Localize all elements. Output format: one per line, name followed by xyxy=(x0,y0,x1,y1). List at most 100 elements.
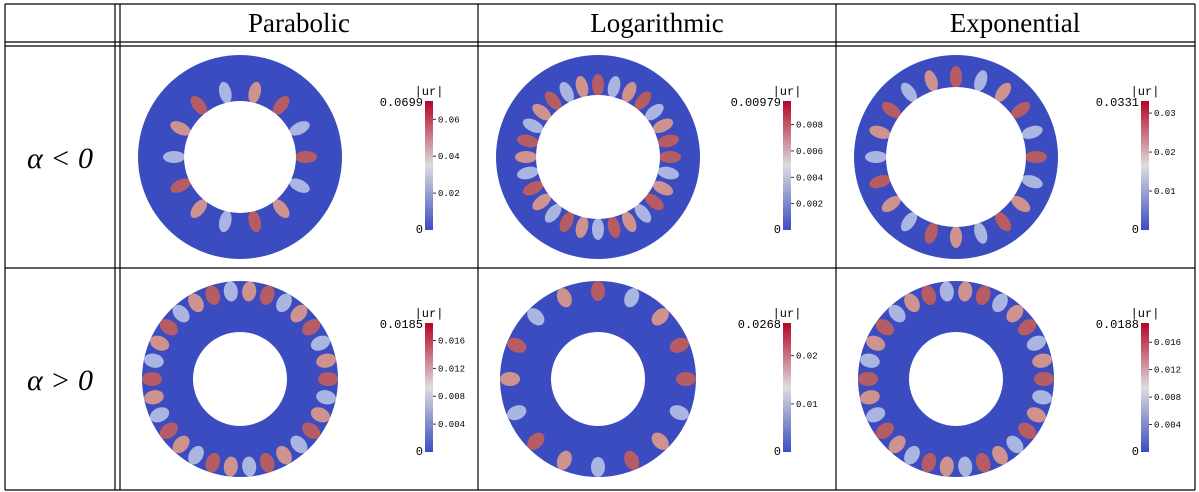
ring-pattern xyxy=(575,216,589,239)
colorbar xyxy=(1141,323,1149,452)
ring-pattern xyxy=(170,178,191,193)
ring-pattern xyxy=(1026,335,1046,351)
colorbar-title: |ur| xyxy=(773,85,802,99)
ring-pattern xyxy=(888,435,906,454)
ring-pattern xyxy=(242,456,257,477)
ring-pattern xyxy=(218,210,232,233)
ring-pattern xyxy=(190,199,208,218)
ring-plot xyxy=(138,55,342,259)
colorbar-zero: 0 xyxy=(416,223,423,237)
ring-pattern xyxy=(651,308,669,326)
ring-pattern xyxy=(888,304,906,323)
ring-pattern xyxy=(188,445,204,465)
colorbar-title: |ur| xyxy=(1131,85,1160,99)
ring-pattern xyxy=(150,407,170,423)
ring-pattern xyxy=(939,456,954,477)
ring-pattern xyxy=(159,319,178,336)
ring-pattern xyxy=(591,281,605,301)
ring-pattern xyxy=(556,450,572,470)
ring-pattern xyxy=(865,151,887,163)
ring-pattern xyxy=(651,432,669,450)
column-header: Logarithmic xyxy=(590,8,723,38)
ring-pattern xyxy=(975,285,991,306)
colorbar-title: |ur| xyxy=(1131,307,1160,321)
ring-pattern xyxy=(1032,353,1052,368)
ring-pattern xyxy=(644,103,664,121)
ring-pattern xyxy=(527,308,545,326)
ring-pattern xyxy=(974,70,988,92)
colorbar-title: |ur| xyxy=(415,85,444,99)
colorbar-tick-label: 0.02 xyxy=(438,189,460,199)
colorbar-tick-label: 0.01 xyxy=(1154,187,1176,197)
colorbar-tick-label: 0.016 xyxy=(438,336,465,346)
ring-hole xyxy=(184,101,296,213)
ring-pattern xyxy=(622,211,637,233)
colorbar-max: 0.00979 xyxy=(731,96,781,110)
ring-pattern xyxy=(624,288,640,308)
ring-pattern xyxy=(676,372,696,386)
colorbar-tick-label: 0.02 xyxy=(796,352,818,362)
ring-pattern xyxy=(924,222,938,244)
ring-pattern xyxy=(634,203,652,223)
ring-pattern xyxy=(669,337,689,353)
ring-pattern xyxy=(276,445,292,465)
ring-pattern xyxy=(591,457,605,477)
colorbar-tick-label: 0.008 xyxy=(796,121,823,131)
colorbar xyxy=(783,323,791,452)
ring-pattern xyxy=(950,66,962,88)
ring-pattern xyxy=(559,81,574,103)
ring-hole xyxy=(536,95,660,219)
ring-pattern xyxy=(516,134,539,148)
colorbar-title: |ur| xyxy=(415,307,444,321)
ring-pattern xyxy=(507,405,527,421)
ring-pattern xyxy=(190,96,208,115)
ring-pattern xyxy=(622,81,637,103)
colorbar xyxy=(425,101,433,230)
colorbar-max: 0.0699 xyxy=(380,96,423,110)
ring-pattern xyxy=(575,75,589,98)
ring-plot xyxy=(500,281,696,477)
ring-pattern xyxy=(144,353,164,368)
ring-pattern xyxy=(223,456,238,477)
ring-pattern xyxy=(958,281,973,302)
ring-pattern xyxy=(994,82,1012,102)
colorbar-tick-label: 0.04 xyxy=(438,152,460,162)
ring-pattern xyxy=(1032,390,1052,405)
ring-pattern xyxy=(172,435,190,454)
ring-pattern xyxy=(289,121,310,136)
ring-pattern xyxy=(248,210,262,233)
ring-pattern xyxy=(1011,195,1031,213)
colorbar-tick-label: 0.012 xyxy=(438,364,465,374)
ring-pattern xyxy=(218,81,232,104)
ring-pattern xyxy=(142,372,162,386)
ring-pattern xyxy=(527,432,545,450)
ring-pattern xyxy=(669,405,689,421)
row-label: α < 0 xyxy=(27,142,93,175)
ring-pattern xyxy=(302,319,321,336)
colorbar-zero: 0 xyxy=(416,445,423,459)
ring-plot xyxy=(142,281,338,477)
ring-pattern xyxy=(205,285,221,306)
ring-pattern xyxy=(259,285,275,306)
ring-pattern xyxy=(1025,151,1047,163)
ring-pattern xyxy=(881,101,901,119)
ring-pattern xyxy=(544,91,562,111)
ring-pattern xyxy=(516,166,539,180)
ring-pattern xyxy=(900,82,918,102)
ring-pattern xyxy=(974,222,988,244)
ring-pattern xyxy=(205,452,221,473)
row-label: α > 0 xyxy=(27,364,93,397)
ring-pattern xyxy=(975,452,991,473)
ring-pattern xyxy=(500,372,520,386)
ring-pattern xyxy=(150,335,170,351)
ring-pattern xyxy=(592,218,604,240)
colorbar-tick-label: 0.012 xyxy=(1154,366,1181,376)
ring-pattern xyxy=(904,445,920,465)
colorbar-tick-label: 0.008 xyxy=(1154,393,1181,403)
ring-pattern xyxy=(659,151,681,163)
ring-pattern xyxy=(276,293,292,313)
ring-pattern xyxy=(1018,422,1037,439)
ring-pattern xyxy=(860,390,880,405)
colorbar-max: 0.0188 xyxy=(1096,318,1139,332)
ring-pattern xyxy=(921,285,937,306)
